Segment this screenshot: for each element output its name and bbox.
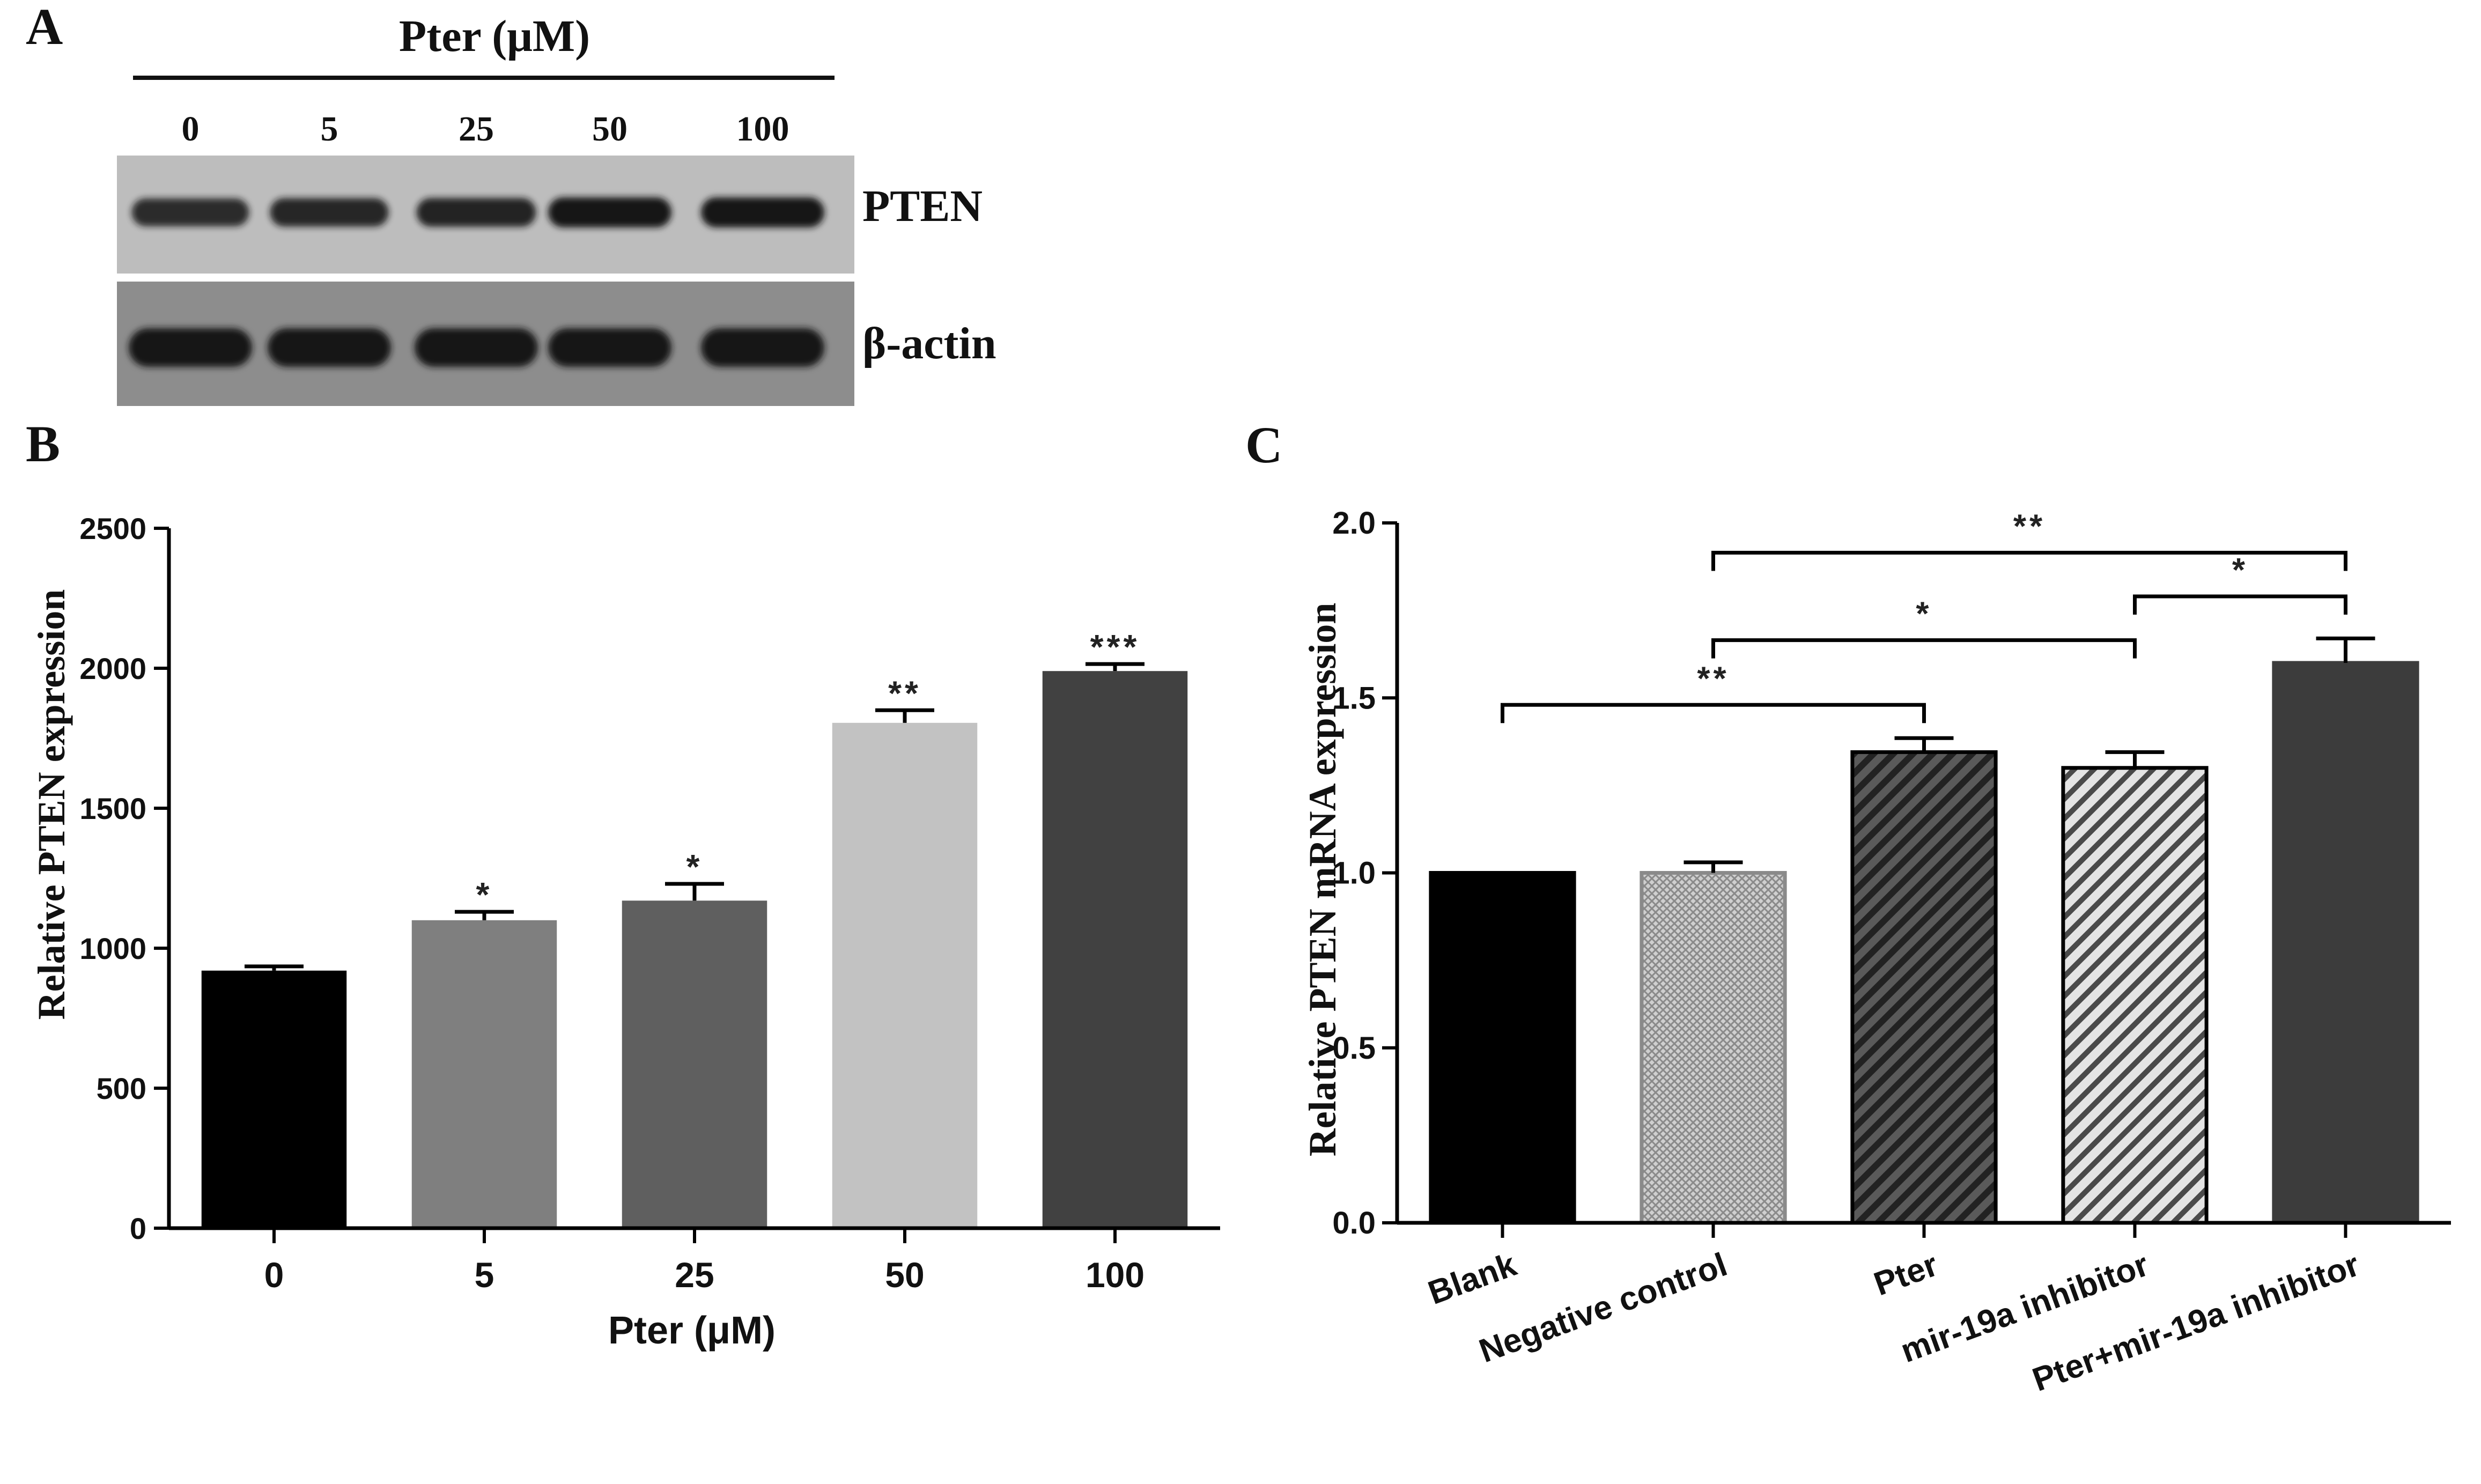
chart-c-comparison-bracket bbox=[1711, 638, 2137, 659]
chart-b-y-axis-title: Relative PTEN expression bbox=[30, 589, 73, 1020]
chart-b-x-tick-label: 5 bbox=[475, 1255, 494, 1295]
chart-b-x-tick-label: 100 bbox=[1086, 1255, 1144, 1295]
blot-band bbox=[548, 328, 671, 367]
blot-label-pten: PTEN bbox=[862, 181, 983, 231]
blot-band bbox=[131, 198, 249, 227]
chart-b-bar bbox=[622, 900, 767, 1228]
chart-c-x-tick-label: Pter bbox=[1869, 1246, 1943, 1303]
chart-b-x-axis-title: Pter (μM) bbox=[608, 1309, 776, 1352]
chart-c-bar bbox=[2061, 766, 2209, 1225]
blot-lane-label: 5 bbox=[321, 109, 338, 149]
chart-c-y-tick-label: 0.5 bbox=[1332, 1031, 1376, 1066]
blot-lane-label: 0 bbox=[182, 109, 200, 149]
blot-band bbox=[270, 198, 389, 227]
chart-b-significance-label: * bbox=[476, 875, 493, 914]
chart-c-bar bbox=[1850, 750, 1998, 1225]
chart-c-comparison-label: * bbox=[2232, 552, 2248, 589]
chart-c-y-tick-label: 0.0 bbox=[1332, 1206, 1376, 1241]
blot-label-actin: β-actin bbox=[862, 319, 996, 368]
chart-b-significance-label: * bbox=[686, 847, 703, 886]
blot-band bbox=[701, 197, 824, 227]
blot-band bbox=[701, 328, 824, 367]
blot-band bbox=[129, 328, 252, 367]
chart-c-comparison-label: ** bbox=[1697, 660, 1729, 697]
chart-c-comparison-label: ** bbox=[2013, 508, 2046, 545]
panel-letter-a: A bbox=[26, 0, 63, 55]
chart-b-bar bbox=[832, 722, 978, 1228]
blot-band bbox=[268, 328, 391, 367]
blot-band bbox=[416, 198, 536, 227]
blot-treatment-label: Pter (μM) bbox=[399, 11, 590, 61]
chart-b-bar bbox=[411, 920, 557, 1228]
blot-lane-label: 100 bbox=[736, 109, 789, 149]
chart-b-y-tick-label: 1000 bbox=[79, 932, 146, 965]
chart-c-bar bbox=[1429, 871, 1576, 1225]
chart-b-y-tick-label: 500 bbox=[97, 1072, 146, 1105]
chart-c-comparison-bracket bbox=[1501, 703, 1926, 723]
chart-c-bar bbox=[1640, 871, 1787, 1225]
chart-b-significance-label: ** bbox=[888, 674, 921, 712]
chart-c-comparison-bracket bbox=[1711, 550, 2347, 571]
chart-c-comparison-bracket bbox=[2133, 594, 2347, 615]
chart-c-bar bbox=[2272, 661, 2419, 1225]
panel-letter-c: C bbox=[1245, 416, 1282, 474]
blot-band bbox=[548, 197, 671, 227]
chart-c-y-tick-label: 1.5 bbox=[1332, 681, 1376, 715]
chart-c-y-tick-label: 2.0 bbox=[1332, 506, 1376, 541]
chart-b-x-tick-label: 0 bbox=[264, 1255, 284, 1295]
blot-lane-label: 25 bbox=[459, 109, 494, 149]
chart-b-y-tick-label: 0 bbox=[130, 1212, 146, 1245]
chart-b-y-tick-label: 2500 bbox=[79, 512, 146, 545]
chart-b-y-tick-label: 2000 bbox=[79, 652, 146, 685]
chart-c-y-tick-label: 1.0 bbox=[1332, 856, 1376, 891]
chart-b-bar bbox=[201, 970, 347, 1228]
blot-lane-label: 50 bbox=[592, 109, 627, 149]
chart-b-significance-label: *** bbox=[1090, 627, 1140, 666]
blot-band bbox=[415, 328, 538, 367]
panel-letter-b: B bbox=[26, 415, 60, 472]
chart-c-comparison-label: * bbox=[1916, 596, 1932, 633]
chart-b-x-tick-label: 25 bbox=[675, 1255, 714, 1295]
chart-b-x-tick-label: 50 bbox=[885, 1255, 924, 1295]
chart-c-x-tick-label: Blank bbox=[1423, 1246, 1522, 1312]
chart-c-y-axis-title: Relative PTEN mRNA expression bbox=[1301, 603, 1344, 1157]
chart-b-bar bbox=[1042, 671, 1188, 1228]
western-blot: Pter (μM) 0 5 25 50 100 PTEN β-actin bbox=[117, 11, 996, 406]
chart-b-y-tick-label: 1500 bbox=[79, 792, 146, 825]
